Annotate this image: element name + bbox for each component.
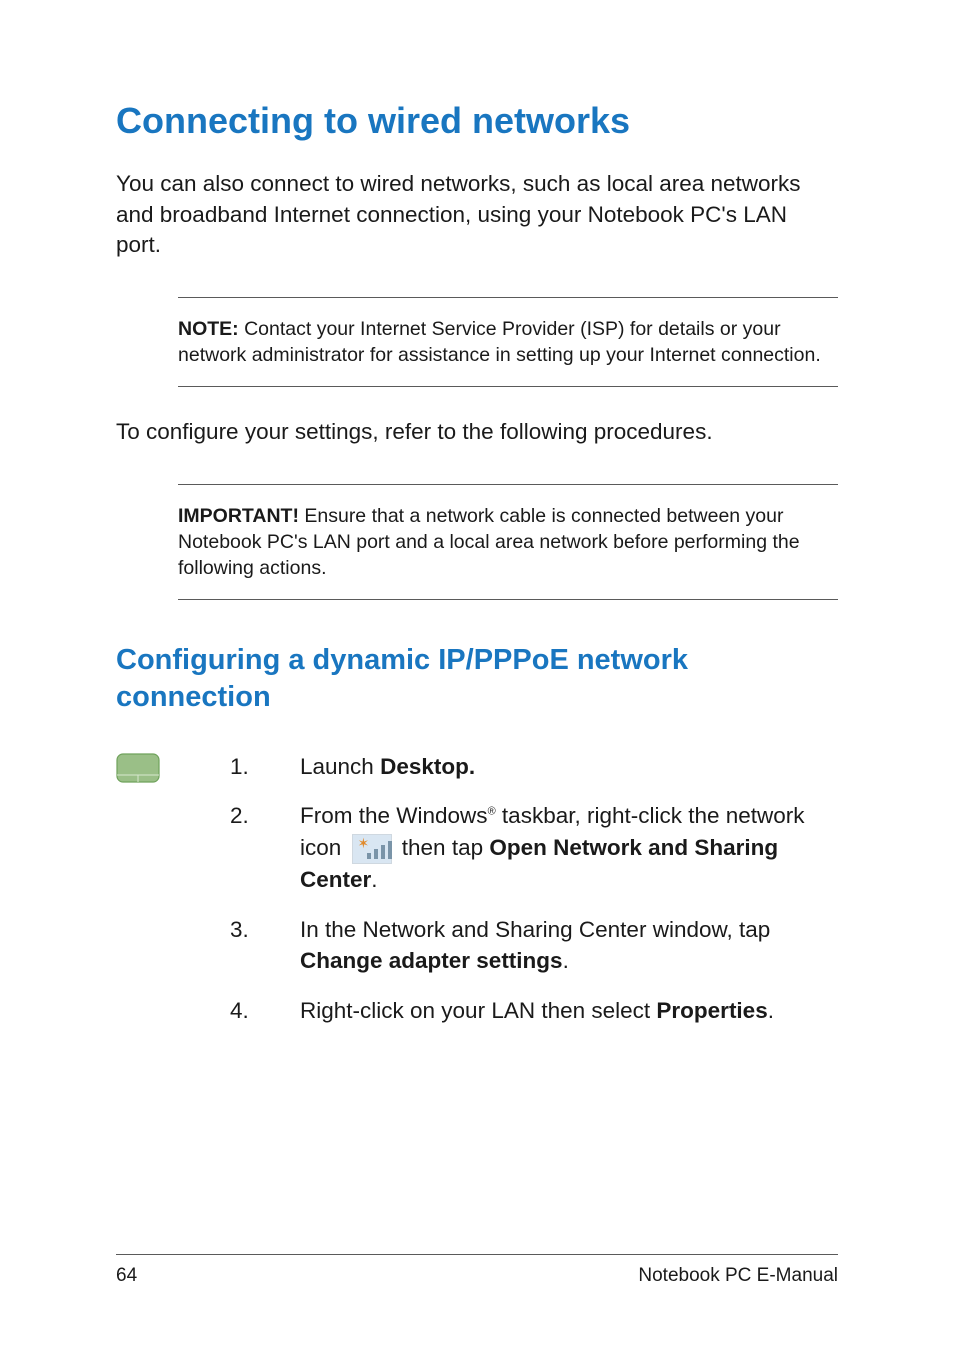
- step-post: .: [371, 867, 377, 892]
- note-label: NOTE:: [178, 318, 239, 340]
- important-label: IMPORTANT!: [178, 505, 299, 527]
- step-bold: Properties: [656, 998, 767, 1023]
- note-text: Contact your Internet Service Provider (…: [178, 318, 821, 366]
- important-body: IMPORTANT! Ensure that a network cable i…: [178, 485, 838, 600]
- config-line: To configure your settings, refer to the…: [116, 417, 838, 447]
- step-number: 2.: [230, 800, 300, 895]
- page-number: 64: [116, 1265, 137, 1287]
- step-item: 3. In the Network and Sharing Center win…: [230, 914, 838, 977]
- step-pre: Right-click on your LAN then select: [300, 998, 656, 1023]
- touchpad-icon: [116, 753, 160, 783]
- steps-list: 1. Launch Desktop. 2. From the Windows® …: [230, 751, 838, 1044]
- step-text: In the Network and Sharing Center window…: [300, 914, 838, 977]
- step-number: 3.: [230, 914, 300, 977]
- intro-paragraph: You can also connect to wired networks, …: [116, 169, 838, 260]
- step-text: Launch Desktop.: [300, 751, 838, 783]
- steps-block: 1. Launch Desktop. 2. From the Windows® …: [116, 751, 838, 1044]
- step-bold: Desktop.: [380, 754, 475, 779]
- step-pre: In the Network and Sharing Center window…: [300, 917, 770, 942]
- step-item: 2. From the Windows® taskbar, right-clic…: [230, 800, 838, 895]
- step-text: Right-click on your LAN then select Prop…: [300, 995, 838, 1027]
- note-callout: NOTE: Contact your Internet Service Prov…: [178, 297, 838, 388]
- callout-rule-bottom: [178, 599, 838, 600]
- note-body: NOTE: Contact your Internet Service Prov…: [178, 298, 838, 387]
- step-number: 1.: [230, 751, 300, 783]
- footer-rule: [116, 1254, 838, 1255]
- step-pre: From the Windows: [300, 803, 488, 828]
- footer-row: 64 Notebook PC E-Manual: [116, 1265, 838, 1287]
- important-callout: IMPORTANT! Ensure that a network cable i…: [178, 484, 838, 601]
- callout-rule-bottom: [178, 386, 838, 387]
- step-pre: Launch: [300, 754, 380, 779]
- step-post: .: [563, 948, 569, 973]
- step-bold: Change adapter settings: [300, 948, 563, 973]
- page-heading: Connecting to wired networks: [116, 100, 838, 141]
- step-mid2: then tap: [396, 835, 490, 860]
- step-sup: ®: [488, 806, 496, 818]
- network-tray-icon: ✶: [352, 834, 392, 864]
- doc-title: Notebook PC E-Manual: [638, 1265, 838, 1287]
- step-number: 4.: [230, 995, 300, 1027]
- step-post: .: [768, 998, 774, 1023]
- section-heading: Configuring a dynamic IP/PPPoE network c…: [116, 642, 838, 715]
- step-item: 4. Right-click on your LAN then select P…: [230, 995, 838, 1027]
- manual-page: Connecting to wired networks You can als…: [0, 0, 954, 1345]
- page-footer: 64 Notebook PC E-Manual: [116, 1254, 838, 1287]
- step-item: 1. Launch Desktop.: [230, 751, 838, 783]
- step-text: From the Windows® taskbar, right-click t…: [300, 800, 838, 895]
